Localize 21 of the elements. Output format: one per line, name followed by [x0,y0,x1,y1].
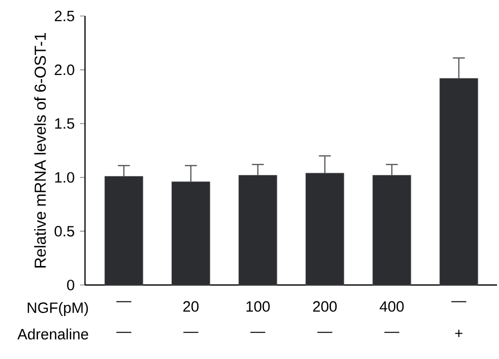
y-axis-title: Relative mRNA levels of 6-OST-1 [34,33,46,268]
y-tick-label: 0.5 [54,226,74,236]
text: — [116,332,132,333]
y-tick-label: 2.0 [54,64,74,76]
text: — [384,332,400,333]
x-tick-label: 400 [380,301,404,312]
text: — [317,332,332,333]
y-tick-label: 1.0 [55,172,74,183]
y-tick-label: 2.5 [54,10,74,22]
text: + [455,330,462,337]
y-tick-label: 1.5 [55,118,74,129]
text: — [250,332,266,333]
y-tick-label: 0 [67,280,74,290]
x-tick-label: 100 [246,301,270,312]
text: Adrenaline [17,328,88,340]
x-axis-title: NGF(pM) [28,302,88,316]
x-tick-label: — [116,301,132,302]
text: — [183,332,198,333]
x-tick-label: 20 [183,301,199,312]
x-tick-label: 200 [313,301,337,312]
x-tick-label: — [451,301,466,302]
